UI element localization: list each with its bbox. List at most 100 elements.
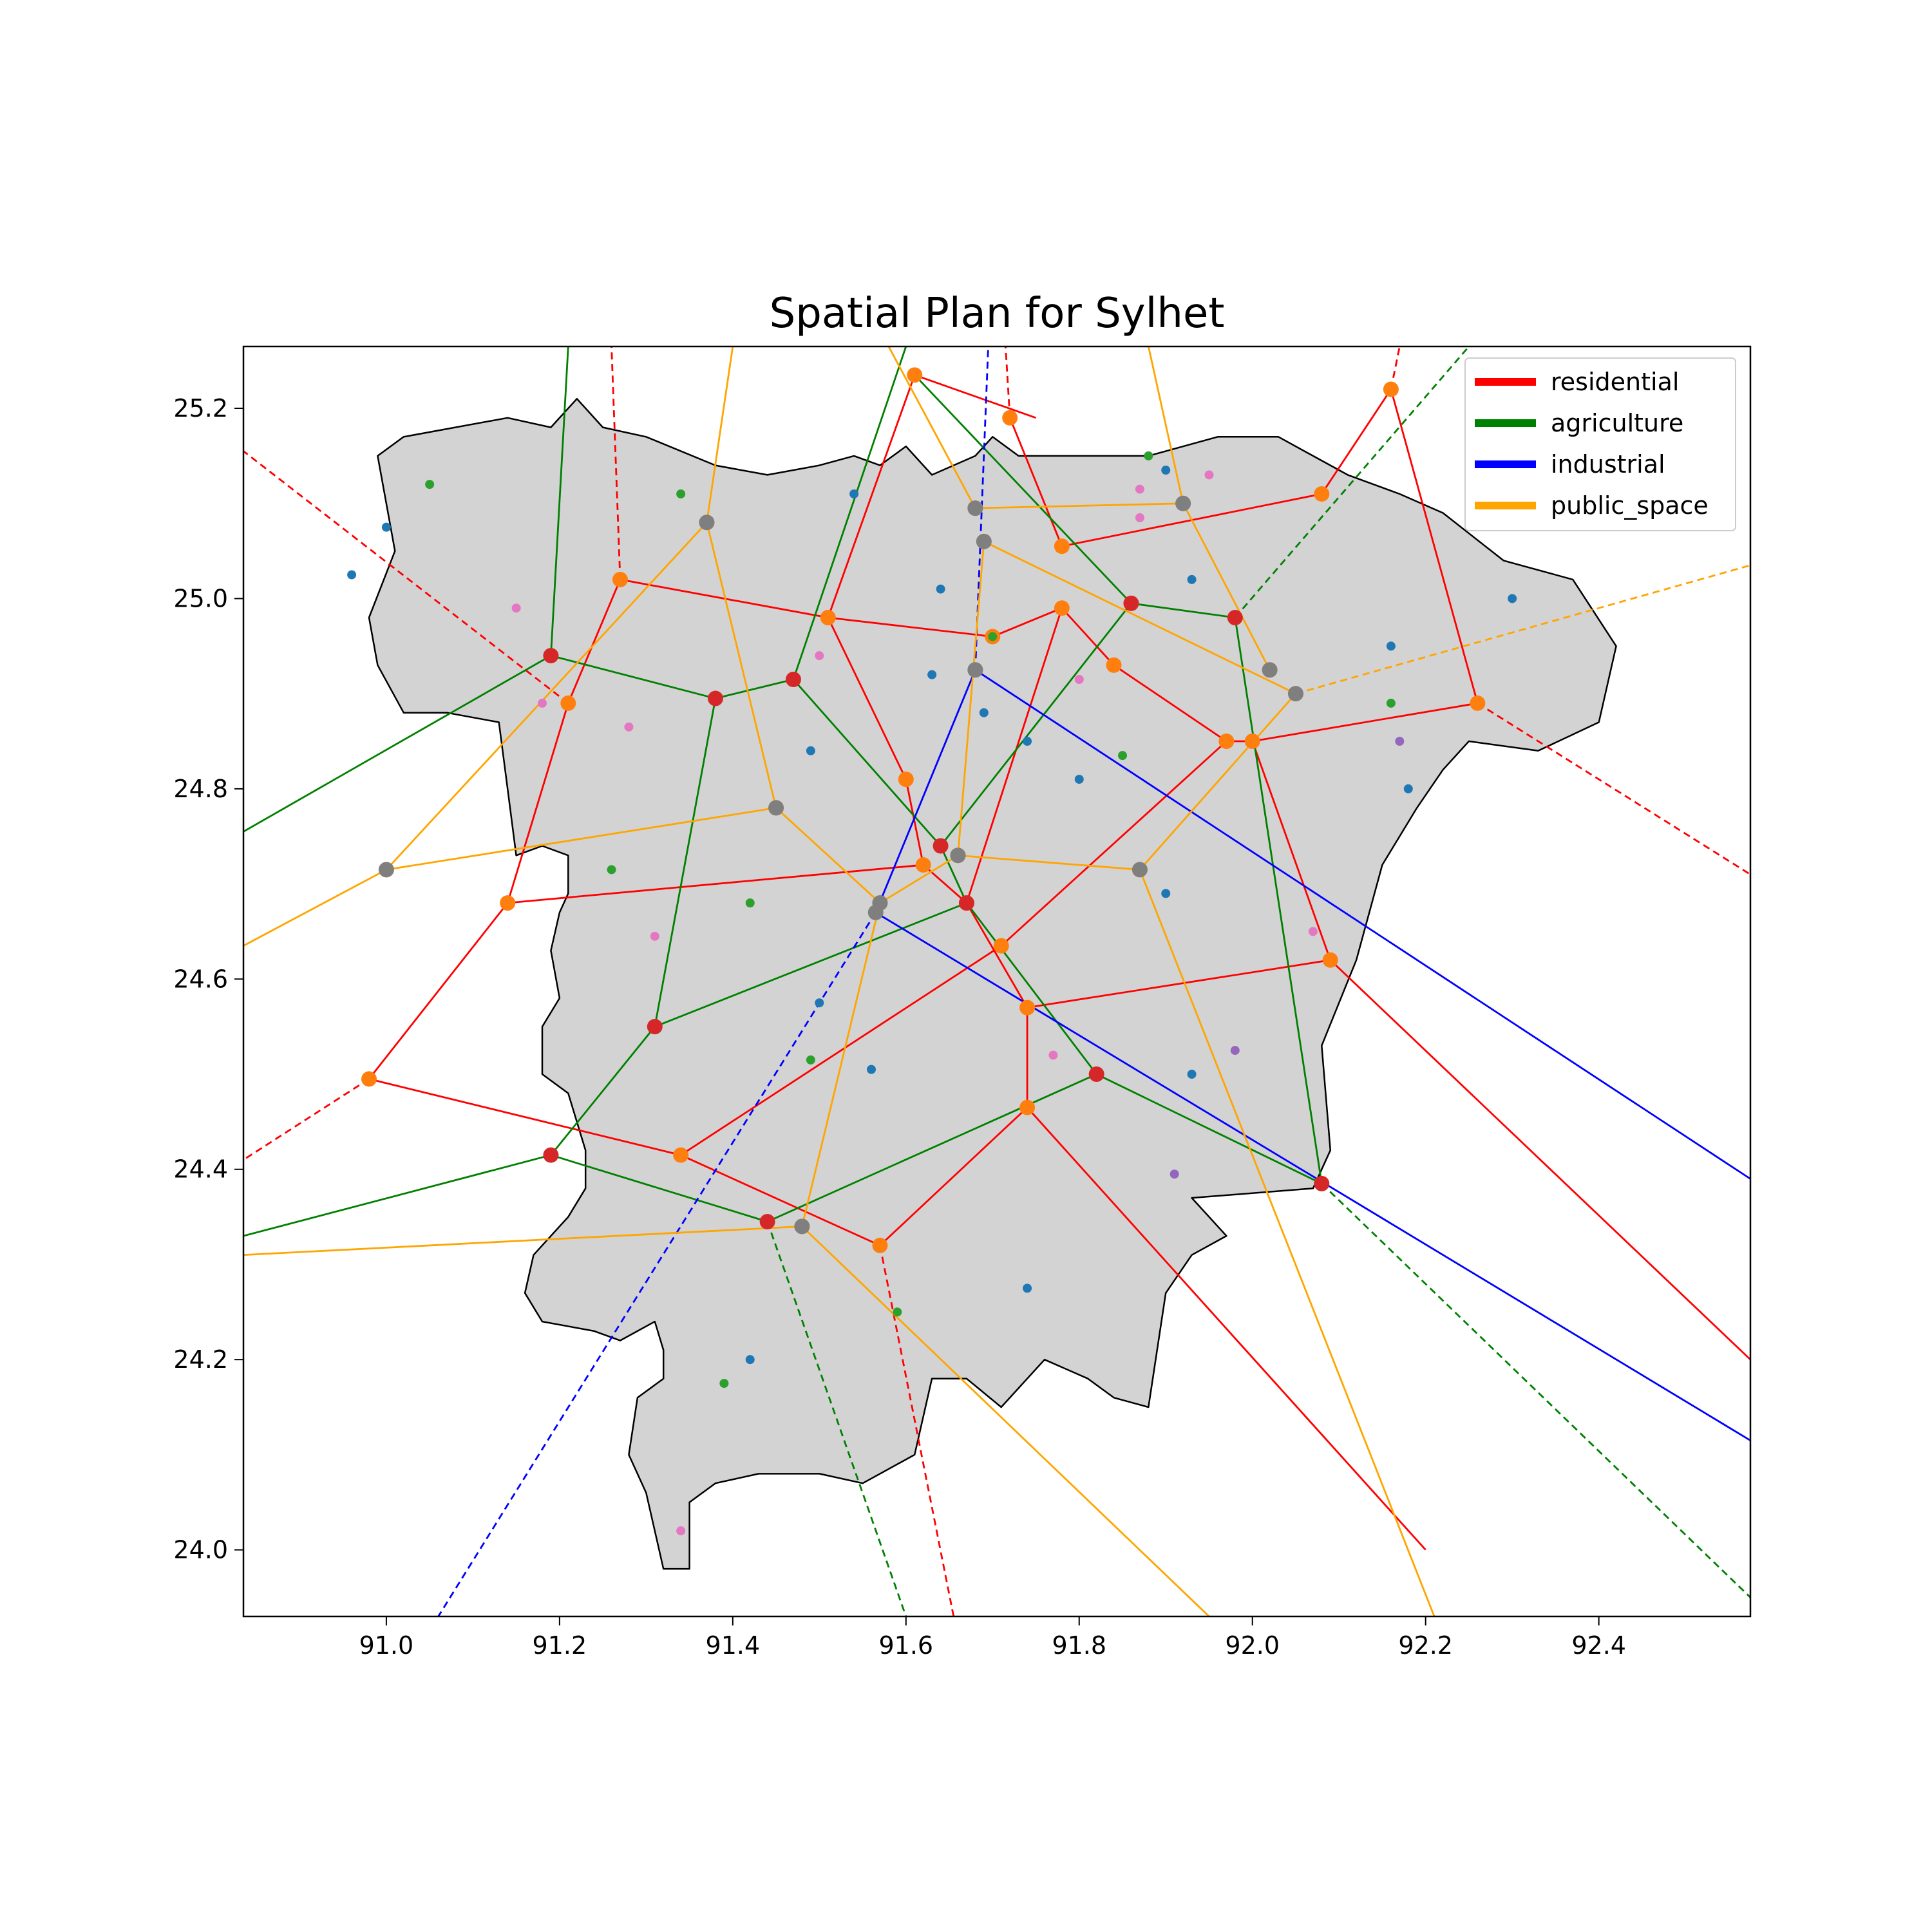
industrial-dashed-edge <box>437 912 876 1616</box>
public-space-edge <box>706 346 734 523</box>
industrial-point <box>1023 1283 1032 1293</box>
agriculture-node <box>1123 595 1139 611</box>
agriculture-edge <box>792 679 942 847</box>
industrial-point <box>815 998 824 1008</box>
industrial-dashed-edge <box>974 346 989 670</box>
residential-point <box>1074 675 1084 685</box>
public-space-edge <box>385 522 708 871</box>
agriculture-node <box>1088 1066 1104 1083</box>
residential-edge <box>1251 741 1332 961</box>
residential-node <box>560 695 576 711</box>
residential-edge <box>1321 388 1392 495</box>
agriculture-edge <box>243 1154 551 1237</box>
y-tick-label: 24.6 <box>173 965 228 993</box>
agriculture-edge <box>940 602 1132 847</box>
agriculture-dashed-edge <box>766 1221 907 1616</box>
network-edges-layer <box>243 346 1750 1616</box>
residential-dashed-edge <box>611 346 621 580</box>
residential-node <box>1314 486 1330 502</box>
residential-edge <box>965 607 1063 904</box>
residential-dashed-edge <box>879 1245 955 1616</box>
agriculture-point <box>988 632 998 641</box>
hub-node <box>1175 495 1191 511</box>
residential-node <box>1383 381 1399 397</box>
agriculture-node <box>543 1147 559 1163</box>
agriculture-node <box>958 895 974 911</box>
agriculture-point <box>745 898 755 908</box>
residential-node <box>1019 999 1036 1016</box>
industrial-point <box>347 570 357 580</box>
public-space-point <box>1395 737 1405 746</box>
network-nodes-layer <box>361 367 1486 1253</box>
agriculture-node <box>1314 1175 1330 1191</box>
agriculture-node <box>759 1213 775 1229</box>
residential-edge <box>879 1106 1028 1246</box>
residential-edge <box>992 607 1063 638</box>
residential-dashed-edge <box>1005 346 1011 418</box>
agriculture-node <box>785 672 801 688</box>
x-tick-label: 92.2 <box>1398 1631 1453 1660</box>
legend-label-residential: residential <box>1551 368 1679 396</box>
legend-frame <box>1464 357 1736 531</box>
agriculture-edge <box>654 902 967 1028</box>
residential-edge <box>1027 959 1331 1009</box>
industrial-point <box>1074 775 1084 784</box>
residential-edge <box>620 578 829 619</box>
hub-node <box>699 515 715 531</box>
residential-edge <box>1390 389 1479 704</box>
y-axis-ticks: 24.0 24.2 24.4 24.6 24.8 25.0 25.2 <box>173 394 243 1564</box>
residential-edge <box>827 617 907 780</box>
agriculture-point <box>607 865 616 875</box>
industrial-edge <box>974 669 1750 1180</box>
hub-node <box>378 862 394 878</box>
agriculture-node <box>543 648 559 664</box>
industrial-point <box>936 584 945 594</box>
agriculture-dashed-edge <box>1234 346 1470 618</box>
agriculture-point <box>1144 451 1153 460</box>
industrial-edge <box>875 669 976 913</box>
public-space-dashed-edge <box>1295 564 1750 695</box>
agriculture-edge <box>1096 1073 1322 1185</box>
industrial-point <box>1403 784 1413 793</box>
residential-node <box>1322 952 1338 968</box>
public-space-edge <box>887 346 976 509</box>
residential-point <box>624 722 634 732</box>
residential-node <box>820 609 836 625</box>
industrial-point <box>1187 1070 1197 1079</box>
residential-node <box>1054 538 1070 554</box>
legend: residential agriculture industrial publi… <box>1464 357 1736 531</box>
residential-edge <box>506 703 569 904</box>
residential-point <box>1048 1050 1058 1060</box>
agriculture-dashed-edge <box>1321 1182 1750 1598</box>
y-tick-label: 24.2 <box>173 1345 228 1374</box>
residential-edge <box>368 902 509 1080</box>
plot-frame <box>242 345 1752 1618</box>
x-axis-ticks: 91.0 91.2 91.4 91.6 91.8 92.0 92.2 92.4 <box>359 1616 1626 1660</box>
agriculture-edge <box>940 845 968 904</box>
y-tick-label: 24.8 <box>173 775 228 803</box>
residential-node <box>361 1071 377 1087</box>
public-space-edge <box>1139 693 1297 871</box>
agriculture-edge <box>243 654 552 833</box>
hub-node <box>1132 862 1148 878</box>
residential-node <box>673 1147 689 1163</box>
agriculture-edge <box>914 374 1132 604</box>
legend-label-agriculture: agriculture <box>1551 409 1683 437</box>
residential-dashed-edge <box>243 1078 370 1161</box>
residential-edge <box>1027 1106 1426 1551</box>
residential-node <box>1002 410 1018 426</box>
residential-point <box>537 698 547 708</box>
residential-edge <box>368 1078 681 1156</box>
scatter-points-layer <box>347 451 1517 1536</box>
agriculture-edge <box>1234 617 1323 1184</box>
agriculture-edge <box>767 1073 1097 1223</box>
public-space-edge <box>706 522 777 808</box>
residential-node <box>1218 734 1235 750</box>
agriculture-point <box>1386 698 1396 708</box>
hub-node <box>1287 686 1303 702</box>
industrial-point <box>745 1355 755 1365</box>
residential-edge <box>914 374 1036 419</box>
residential-edge <box>680 1154 881 1247</box>
hub-node <box>950 848 966 864</box>
public-space-edge <box>801 1226 1210 1616</box>
